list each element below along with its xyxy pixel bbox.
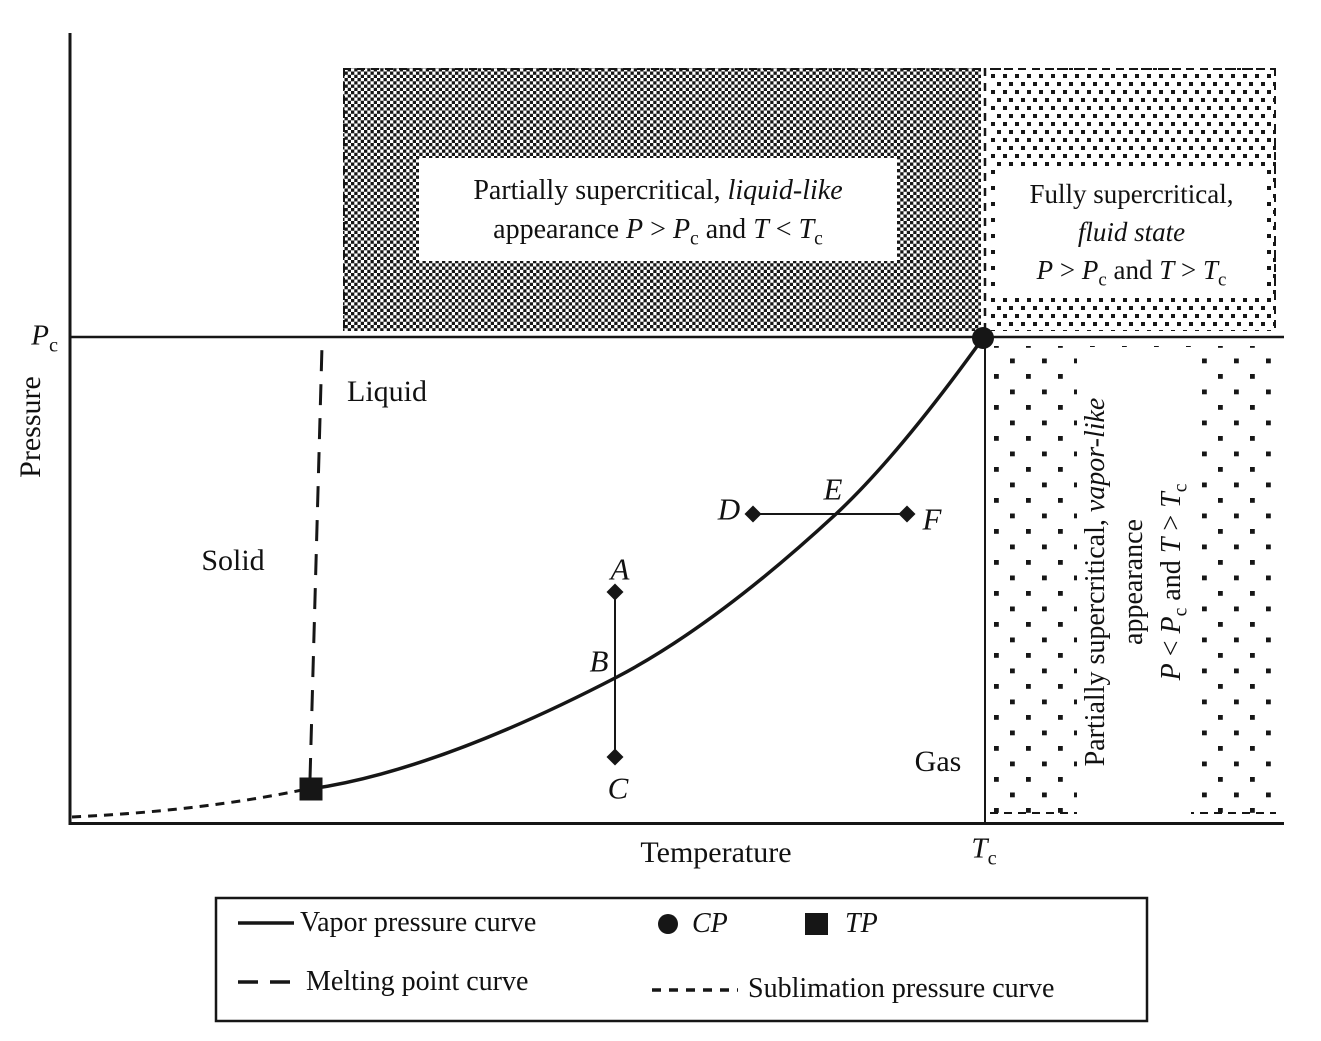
legend-cp-label: CP	[692, 908, 728, 939]
liquid-like-line-2: appearance P > Pc and T < Tc	[493, 213, 823, 250]
liquid-like-region-label: Partially supercritical, liquid-like app…	[419, 158, 897, 261]
point-f-marker	[898, 505, 916, 523]
point-b-label: B	[589, 643, 609, 679]
liquid-phase-label: Liquid	[347, 375, 427, 408]
point-d-label: D	[717, 491, 741, 527]
fully-supercritical-region-label: Fully supercritical, fluid state P > Pc …	[997, 170, 1266, 294]
legend-melting-label: Melting point curve	[306, 966, 529, 997]
tc-tick-label: Tc	[971, 832, 997, 870]
legend-frame	[214, 896, 1149, 1023]
fully-supercritical-line-2: fluid state	[1077, 217, 1186, 247]
vapor-like-line-1: Partially supercritical, vapor-like	[1080, 397, 1111, 767]
point-f-label: F	[922, 501, 942, 537]
pc-tick-label: Pc	[31, 319, 58, 357]
point-c-label: C	[607, 770, 629, 806]
x-axis-title: Temperature	[640, 836, 792, 869]
point-a-label: A	[610, 551, 630, 587]
legend-tp-label: TP	[845, 908, 878, 939]
point-d-marker	[744, 505, 762, 523]
liquid-like-line-1: Partially supercritical, liquid-like	[473, 174, 843, 206]
point-c-marker	[606, 748, 624, 766]
triple-point-marker	[299, 777, 323, 801]
point-a-marker	[606, 583, 624, 601]
fully-supercritical-line-3: P > Pc and T > Tc	[1036, 255, 1227, 291]
legend-sublimation-label: Sublimation pressure curve	[748, 973, 1055, 1004]
critical-point-marker	[972, 327, 994, 349]
legend-cp-marker	[658, 914, 678, 934]
melting-point-curve	[308, 345, 324, 780]
vapor-like-line-2: appearance	[1118, 519, 1149, 645]
gas-phase-label: Gas	[914, 745, 962, 778]
vapor-like-region-label: Partially supercritical, vapor-like appe…	[1077, 347, 1192, 817]
legend-tp-marker	[805, 913, 828, 935]
sublimation-pressure-curve	[71, 788, 303, 819]
vapor-pressure-curve	[309, 336, 985, 791]
y-axis-title: Pressure	[14, 376, 47, 478]
solid-phase-label: Solid	[201, 544, 265, 577]
point-e-label: E	[823, 471, 843, 507]
legend-vapor-label: Vapor pressure curve	[300, 907, 537, 938]
vapor-like-line-3: P < Pc and T > Tc	[1156, 483, 1192, 681]
fully-supercritical-line-1: Fully supercritical,	[1029, 179, 1234, 209]
